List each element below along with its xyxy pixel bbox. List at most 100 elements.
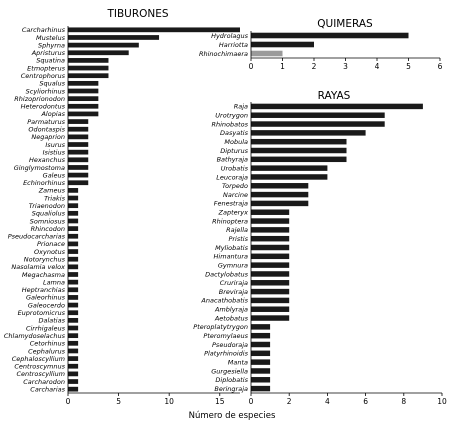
rayas-category-label: Raja <box>234 103 248 111</box>
tiburones-category-label: Galeus <box>43 171 66 179</box>
rayas-title: RAYAS <box>318 90 351 102</box>
tiburones-bar-oxynotus <box>68 249 79 254</box>
tiburones-bar-parmaturus <box>68 119 89 124</box>
rayas-category-label: Leucoraja <box>216 173 248 181</box>
quimeras-category-label: Hydrolagus <box>211 32 249 40</box>
rayas-category-label: Rhinoptera <box>212 217 248 225</box>
rayas-bar-narcine <box>251 191 309 198</box>
tiburones-category-label: Sphyrna <box>38 41 65 49</box>
tiburones-bar-heptranchias <box>68 287 79 293</box>
tiburones-category-label: Echinorhinus <box>23 179 66 187</box>
rayas-category-label: Narcine <box>223 191 248 199</box>
rayas-bar-cruriraja <box>251 280 290 286</box>
rayas-category-label: Cruriraja <box>220 279 248 287</box>
rayas-category-label: Mobula <box>224 138 248 146</box>
tiburones-bar-chlamydoselachus <box>68 333 79 339</box>
tiburones-bar-megachasma <box>68 272 79 277</box>
tiburones-category-label: Dalatias <box>38 317 65 325</box>
tiburones-bar-isistius <box>68 149 89 155</box>
rayas-category-label: Dactylobatus <box>205 270 249 278</box>
rayas-bar-anacathobatis <box>251 297 290 304</box>
rayas-category-label: Rajella <box>226 226 248 234</box>
tiburones-bar-nasolamia-velox <box>68 264 79 270</box>
rayas-bar-beringraja <box>251 385 271 392</box>
tiburones-bar-cetorhinus <box>68 340 79 346</box>
tiburones-category-label: Carcharhinus <box>22 26 66 34</box>
quimeras-tick-label: 2 <box>312 62 317 71</box>
rayas-bar-pteroplatytrygon <box>251 324 271 330</box>
tiburones-bar-notorynchus <box>68 256 79 262</box>
tiburones-bar-alopias <box>68 111 99 117</box>
tiburones-bar-dalatias <box>68 317 79 323</box>
quimeras-tick-label: 4 <box>375 62 380 71</box>
tiburones-category-label: Carcharias <box>30 385 65 393</box>
tiburones-category-label: Negaprion <box>31 133 65 141</box>
rayas-category-label: Aetobatus <box>214 314 249 322</box>
tiburones-category-label: Somniosus <box>30 217 66 225</box>
tiburones-category-label: Centroscymnus <box>14 363 65 371</box>
rayas-bar-gurgesiella <box>251 368 271 374</box>
quimeras-bar-harriotta <box>251 41 314 48</box>
tiburones-bar-carcharias <box>68 386 79 392</box>
quimeras-tick-label: 3 <box>343 62 348 71</box>
tiburones-bar-carcharodon <box>68 379 79 384</box>
rayas-bar-fenestraja <box>251 200 309 207</box>
tiburones-tick-label: 15 <box>215 397 225 406</box>
rayas-category-label: Pseudoraja <box>212 341 248 349</box>
rayas-bar-urotrygon <box>251 112 385 118</box>
tiburones-bar-cephaloscyllium <box>68 356 79 361</box>
rayas-category-label: Manta <box>228 358 248 366</box>
rayas-bar-rhinobatos <box>251 121 385 127</box>
tiburones-category-label: Notorynchus <box>24 256 66 264</box>
rayas-bar-breviraja <box>251 288 290 295</box>
tiburones-bar-pseudocarcharias <box>68 233 79 239</box>
tiburones-category-label: Nasolamia velox <box>11 263 65 271</box>
tiburones-bar-galeus <box>68 172 89 178</box>
rayas-bar-rhinoptera <box>251 218 290 224</box>
rayas-tick-label: 8 <box>401 397 406 406</box>
rayas-category-label: Diplobatis <box>215 376 248 384</box>
tiburones-category-label: Triaenodon <box>29 202 65 210</box>
rayas-tick-label: 2 <box>287 397 292 406</box>
tiburones-category-label: Lamna <box>43 278 65 286</box>
tiburones-bar-squalus <box>68 80 99 86</box>
rayas-category-label: Urotrygon <box>215 112 248 120</box>
panel-quimeras: QUIMERAS HydrolagusHarriottaRhinochimaera… <box>199 18 443 71</box>
rayas-bar-raja <box>251 103 423 110</box>
tiburones-bar-cephalurus <box>68 348 79 354</box>
tiburones-category-label: Zameus <box>38 187 66 195</box>
rayas-category-label: Himantura <box>214 253 248 261</box>
rayas-bar-pteromylaeus <box>251 332 271 339</box>
rayas-category-label: Torpedo <box>222 182 248 190</box>
tiburones-bar-ginglymostoma <box>68 165 89 170</box>
rayas-tick-label: 6 <box>363 397 368 406</box>
rayas-bar-himantura <box>251 253 290 260</box>
tiburones-category-label: Rhincodon <box>31 225 65 233</box>
rayas-bar-manta <box>251 359 271 365</box>
tiburones-category-label: Centroscyllium <box>16 370 65 378</box>
quimeras-tick-label: 6 <box>438 62 443 71</box>
tiburones-category-label: Alopias <box>40 110 65 118</box>
tiburones-category-label: Isistius <box>43 148 66 156</box>
tiburones-category-label: Galeocerdo <box>28 301 65 309</box>
tiburones-bar-somniosus <box>68 218 79 224</box>
rayas-category-label: Rhinobatos <box>211 120 248 128</box>
rayas-category-label: Pristis <box>228 235 248 243</box>
tiburones-bar-hexanchus <box>68 157 89 163</box>
tiburones-bar-centroscyllium <box>68 371 79 377</box>
tiburones-bar-centrophorus <box>68 73 109 79</box>
tiburones-category-label: Carcharodon <box>23 378 65 386</box>
rayas-bar-pseudoraja <box>251 341 271 348</box>
rayas-category-label: Fenestraja <box>214 200 248 208</box>
x-axis-label: Número de especies <box>189 411 276 421</box>
tiburones-bar-zameus <box>68 188 79 193</box>
tiburones-bar-triaenodon <box>68 203 79 209</box>
panel-rayas: RAYAS RajaUrotrygonRhinobatosDasyatisMobu… <box>193 90 447 406</box>
rayas-bar-leucoraja <box>251 174 328 180</box>
tiburones-bar-sphyrna <box>68 42 139 48</box>
tiburones-category-label: Heptranchias <box>22 286 66 294</box>
quimeras-tick-label: 1 <box>280 62 285 71</box>
tiburones-category-label: Isurus <box>45 141 65 149</box>
rayas-bar-dipturus <box>251 147 347 154</box>
tiburones-category-label: Mustelus <box>36 34 66 42</box>
